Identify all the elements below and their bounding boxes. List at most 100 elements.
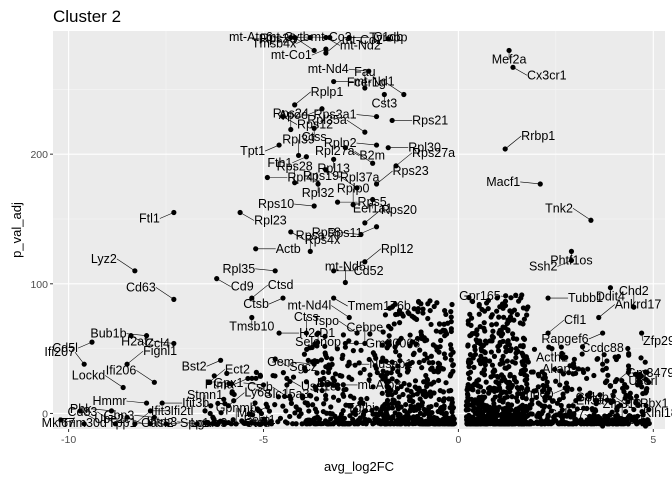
label-connector — [364, 209, 382, 224]
background-point — [604, 358, 610, 364]
background-point — [483, 379, 489, 385]
background-point — [311, 421, 317, 427]
background-point — [519, 402, 526, 408]
background-point — [479, 306, 485, 313]
gene-label: Galnt7 — [548, 407, 585, 421]
background-point — [334, 346, 341, 352]
background-point — [575, 366, 582, 372]
background-point — [413, 407, 419, 413]
gene-label: Spp1 — [180, 416, 209, 430]
gene-label: Lyz2 — [91, 252, 117, 266]
gene-label: Anpep — [517, 387, 553, 401]
background-point — [386, 333, 392, 339]
gene-label: Ly6a — [244, 386, 271, 400]
background-point — [324, 354, 330, 361]
gene-label: Cd9 — [231, 280, 254, 294]
gene-label: Klhl18 — [643, 406, 672, 420]
gene-label: Rps21 — [412, 113, 448, 127]
background-point — [390, 397, 396, 403]
label-connector — [126, 350, 144, 365]
gene-label: Ifi207 — [44, 345, 75, 359]
background-point — [478, 353, 484, 359]
x-tick-label: 5 — [650, 434, 656, 446]
gene-label: Rps12 — [297, 118, 333, 132]
background-point — [432, 421, 438, 427]
background-point — [493, 321, 499, 327]
background-point — [468, 414, 475, 420]
background-point — [494, 408, 500, 414]
background-point — [639, 384, 645, 390]
label-connector — [126, 417, 142, 424]
background-point — [374, 369, 380, 376]
background-point — [299, 421, 305, 427]
gene-label: Rps24 — [273, 107, 309, 121]
gene-label: H2-D1 — [299, 326, 335, 340]
background-point — [505, 327, 511, 333]
gene-label: Gm3479 — [626, 366, 672, 380]
background-point — [347, 413, 353, 419]
background-point — [245, 421, 252, 427]
background-point — [637, 379, 643, 385]
background-point — [515, 410, 521, 416]
label-connector — [559, 400, 576, 414]
background-point — [287, 413, 293, 420]
gene-point — [568, 257, 575, 264]
background-point — [609, 409, 615, 415]
background-point — [578, 420, 584, 426]
background-point — [448, 328, 454, 335]
background-point — [481, 388, 487, 395]
gene-label: C1qb — [373, 30, 403, 44]
label-connector — [500, 295, 521, 299]
background-point — [450, 413, 456, 420]
gene-label: mt-Nd4l — [287, 299, 331, 313]
background-point — [490, 397, 496, 403]
background-point — [310, 402, 316, 408]
gene-label: Gem — [267, 355, 294, 369]
gene-label: Ccnd2 — [607, 413, 643, 427]
background-point — [428, 366, 434, 372]
background-point — [347, 393, 354, 399]
background-point — [478, 348, 485, 354]
background-point — [514, 336, 520, 342]
background-point — [384, 383, 390, 389]
label-connector — [598, 304, 615, 318]
background-point — [387, 390, 393, 396]
gene-label: Ifit3 — [151, 404, 171, 418]
background-point — [507, 314, 514, 320]
background-point — [434, 300, 440, 306]
gene-label: Trim30d — [61, 416, 106, 430]
background-point — [330, 382, 336, 388]
background-point — [617, 418, 623, 424]
background-point — [305, 357, 311, 363]
gene-label: Cfl1 — [564, 313, 586, 327]
background-point — [266, 408, 273, 414]
label-connector — [584, 413, 603, 427]
background-point — [303, 379, 310, 385]
background-point — [505, 401, 511, 408]
background-point — [526, 421, 532, 427]
background-point — [325, 381, 331, 387]
label-connector — [290, 231, 305, 241]
background-point — [249, 375, 255, 381]
background-point — [602, 379, 609, 386]
gene-label: Fau — [354, 65, 376, 79]
gene-label: Lockd — [72, 369, 105, 383]
background-point — [487, 406, 493, 412]
x-tick-label: -10 — [61, 434, 76, 446]
gene-point — [171, 209, 177, 216]
background-point — [346, 359, 352, 365]
gene-label: Fignl1 — [143, 344, 177, 358]
background-point — [431, 390, 437, 396]
background-point — [535, 384, 541, 390]
background-point — [407, 343, 413, 349]
background-point — [511, 377, 518, 383]
gene-label: Ccl4 — [145, 337, 170, 351]
gene-label: Ctss — [302, 130, 327, 144]
background-point — [576, 386, 583, 392]
y-axis-title: p_val_adj — [9, 202, 24, 258]
label-connector — [296, 38, 315, 51]
gene-label: Rps10 — [258, 197, 294, 211]
background-point — [428, 353, 434, 359]
gridlines — [53, 31, 665, 429]
background-point — [360, 411, 367, 417]
